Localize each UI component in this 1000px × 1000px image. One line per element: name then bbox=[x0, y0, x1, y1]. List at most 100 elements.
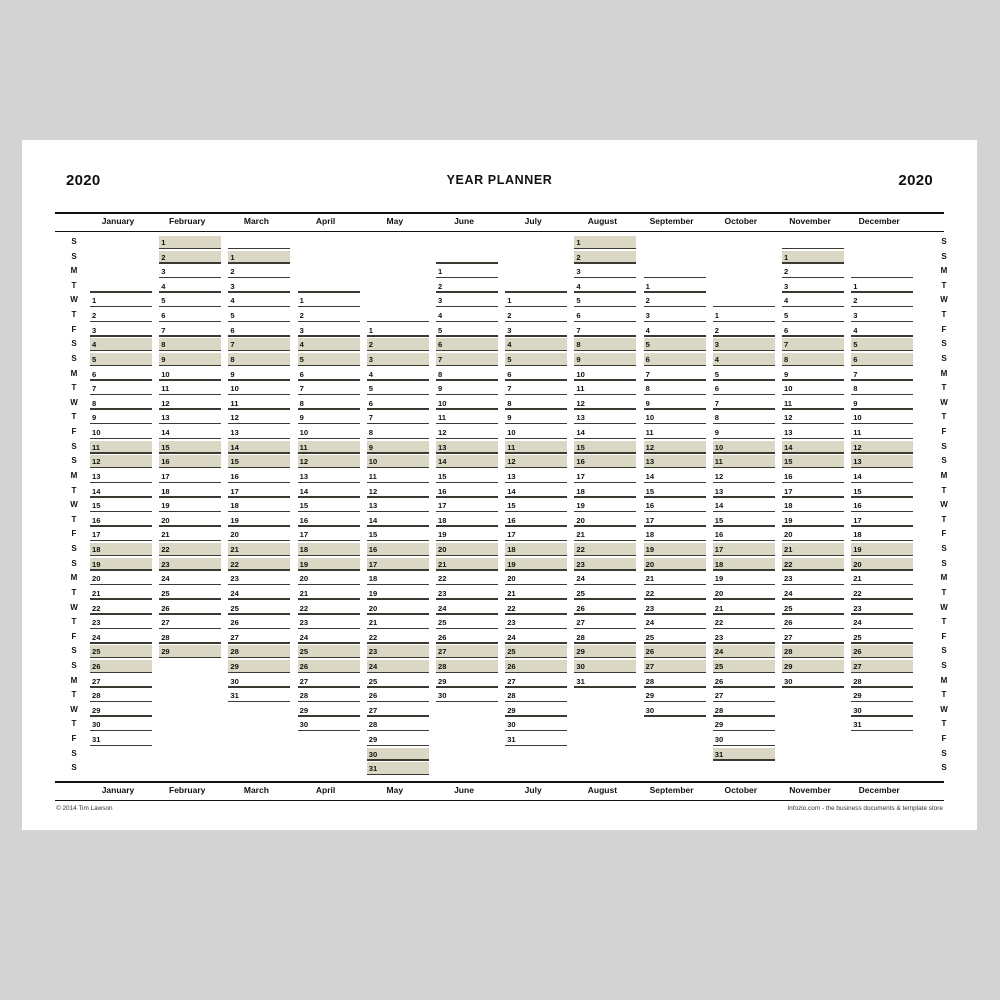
date-cell[interactable]: 6 bbox=[159, 309, 222, 323]
date-cell[interactable]: 20 bbox=[436, 543, 498, 557]
date-cell[interactable]: 22 bbox=[159, 543, 222, 557]
date-cell[interactable]: 27 bbox=[574, 616, 637, 630]
date-cell[interactable]: 8 bbox=[228, 352, 291, 366]
date-cell[interactable]: 17 bbox=[297, 528, 360, 542]
date-cell[interactable]: 23 bbox=[228, 572, 291, 586]
date-cell[interactable]: 21 bbox=[436, 557, 498, 571]
date-cell[interactable]: 29 bbox=[159, 645, 222, 659]
date-cell[interactable]: 30 bbox=[366, 747, 429, 761]
date-cell[interactable]: 12 bbox=[782, 411, 844, 425]
date-cell[interactable]: 25 bbox=[574, 587, 637, 600]
date-cell[interactable]: 18 bbox=[574, 485, 637, 498]
date-cell[interactable]: 15 bbox=[90, 499, 152, 513]
date-cell[interactable]: 28 bbox=[159, 631, 222, 644]
date-cell[interactable]: 26 bbox=[782, 616, 844, 630]
date-cell[interactable]: 8 bbox=[574, 338, 637, 352]
date-cell[interactable]: 9 bbox=[228, 368, 291, 381]
date-cell[interactable]: 14 bbox=[782, 440, 844, 454]
date-cell[interactable]: 21 bbox=[574, 528, 637, 542]
date-cell[interactable]: 9 bbox=[159, 352, 222, 366]
date-cell[interactable]: 12 bbox=[159, 397, 222, 410]
date-cell[interactable]: 27 bbox=[643, 659, 706, 673]
date-cell[interactable]: 8 bbox=[643, 382, 706, 396]
date-cell[interactable]: 10 bbox=[505, 426, 568, 440]
date-cell[interactable]: 8 bbox=[159, 338, 222, 352]
date-cell[interactable]: 20 bbox=[574, 514, 637, 527]
date-cell[interactable]: 27 bbox=[436, 645, 498, 659]
date-cell[interactable]: 2 bbox=[297, 309, 360, 323]
date-cell[interactable]: 5 bbox=[436, 324, 498, 337]
date-cell[interactable]: 15 bbox=[643, 485, 706, 498]
date-cell[interactable]: 31 bbox=[851, 718, 914, 732]
date-cell[interactable]: 20 bbox=[505, 572, 568, 586]
date-cell[interactable]: 29 bbox=[297, 704, 360, 717]
date-cell[interactable]: 5 bbox=[782, 309, 844, 323]
date-cell[interactable]: 13 bbox=[228, 426, 291, 440]
date-cell[interactable]: 7 bbox=[574, 324, 637, 337]
date-cell[interactable]: 26 bbox=[90, 659, 152, 673]
date-cell[interactable]: 7 bbox=[228, 338, 291, 352]
date-cell[interactable]: 23 bbox=[90, 616, 152, 630]
date-cell[interactable]: 6 bbox=[436, 338, 498, 352]
date-cell[interactable]: 22 bbox=[505, 602, 568, 615]
date-cell[interactable]: 10 bbox=[297, 426, 360, 440]
date-cell[interactable]: 10 bbox=[712, 440, 775, 454]
date-cell[interactable]: 5 bbox=[366, 382, 429, 396]
date-cell[interactable]: 6 bbox=[297, 368, 360, 381]
date-cell[interactable]: 22 bbox=[643, 587, 706, 600]
date-cell[interactable]: 11 bbox=[574, 382, 637, 396]
date-cell[interactable]: 5 bbox=[228, 309, 291, 323]
date-cell[interactable]: 2 bbox=[90, 309, 152, 323]
date-cell[interactable]: 23 bbox=[159, 557, 222, 571]
date-cell[interactable]: 20 bbox=[851, 557, 914, 571]
date-cell[interactable]: 29 bbox=[366, 733, 429, 747]
date-cell[interactable]: 1 bbox=[436, 265, 498, 279]
date-cell[interactable]: 30 bbox=[712, 733, 775, 747]
date-cell[interactable]: 18 bbox=[228, 499, 291, 513]
date-cell[interactable]: 16 bbox=[436, 485, 498, 498]
date-cell[interactable]: 17 bbox=[159, 470, 222, 483]
date-cell[interactable]: 28 bbox=[436, 659, 498, 673]
date-cell[interactable]: 6 bbox=[228, 324, 291, 337]
date-cell[interactable]: 26 bbox=[366, 689, 429, 703]
date-cell[interactable]: 1 bbox=[90, 294, 152, 308]
date-cell[interactable]: 1 bbox=[228, 250, 291, 264]
date-cell[interactable]: 18 bbox=[366, 572, 429, 586]
date-cell[interactable]: 22 bbox=[297, 602, 360, 615]
date-cell[interactable]: 25 bbox=[712, 659, 775, 673]
date-cell[interactable]: 25 bbox=[366, 675, 429, 688]
date-cell[interactable]: 4 bbox=[366, 368, 429, 381]
date-cell[interactable]: 1 bbox=[366, 324, 429, 337]
date-cell[interactable]: 13 bbox=[574, 411, 637, 425]
date-cell[interactable]: 14 bbox=[436, 455, 498, 469]
date-cell[interactable]: 22 bbox=[436, 572, 498, 586]
date-cell[interactable]: 19 bbox=[90, 557, 152, 571]
date-cell[interactable]: 1 bbox=[159, 236, 222, 249]
date-cell[interactable]: 9 bbox=[782, 368, 844, 381]
date-cell[interactable]: 16 bbox=[90, 514, 152, 527]
date-cell[interactable]: 3 bbox=[366, 352, 429, 366]
date-cell[interactable]: 2 bbox=[782, 265, 844, 279]
date-cell[interactable]: 18 bbox=[90, 543, 152, 557]
date-cell[interactable]: 3 bbox=[90, 324, 152, 337]
date-cell[interactable]: 17 bbox=[574, 470, 637, 483]
date-cell[interactable]: 19 bbox=[297, 557, 360, 571]
date-cell[interactable]: 18 bbox=[159, 485, 222, 498]
date-cell[interactable]: 14 bbox=[90, 485, 152, 498]
date-cell[interactable]: 11 bbox=[159, 382, 222, 396]
date-cell[interactable]: 3 bbox=[505, 324, 568, 337]
date-cell[interactable]: 4 bbox=[90, 338, 152, 352]
date-cell[interactable]: 4 bbox=[159, 280, 222, 293]
date-cell[interactable]: 24 bbox=[712, 645, 775, 659]
date-cell[interactable]: 29 bbox=[851, 689, 914, 703]
date-cell[interactable]: 23 bbox=[574, 557, 637, 571]
date-cell[interactable]: 18 bbox=[712, 557, 775, 571]
date-cell[interactable]: 8 bbox=[436, 368, 498, 381]
date-cell[interactable]: 29 bbox=[574, 645, 637, 659]
date-cell[interactable]: 18 bbox=[643, 528, 706, 542]
date-cell[interactable]: 8 bbox=[90, 397, 152, 410]
date-cell[interactable]: 27 bbox=[159, 616, 222, 630]
date-cell[interactable]: 26 bbox=[505, 659, 568, 673]
date-cell[interactable]: 17 bbox=[851, 514, 914, 527]
date-cell[interactable]: 7 bbox=[851, 368, 914, 381]
